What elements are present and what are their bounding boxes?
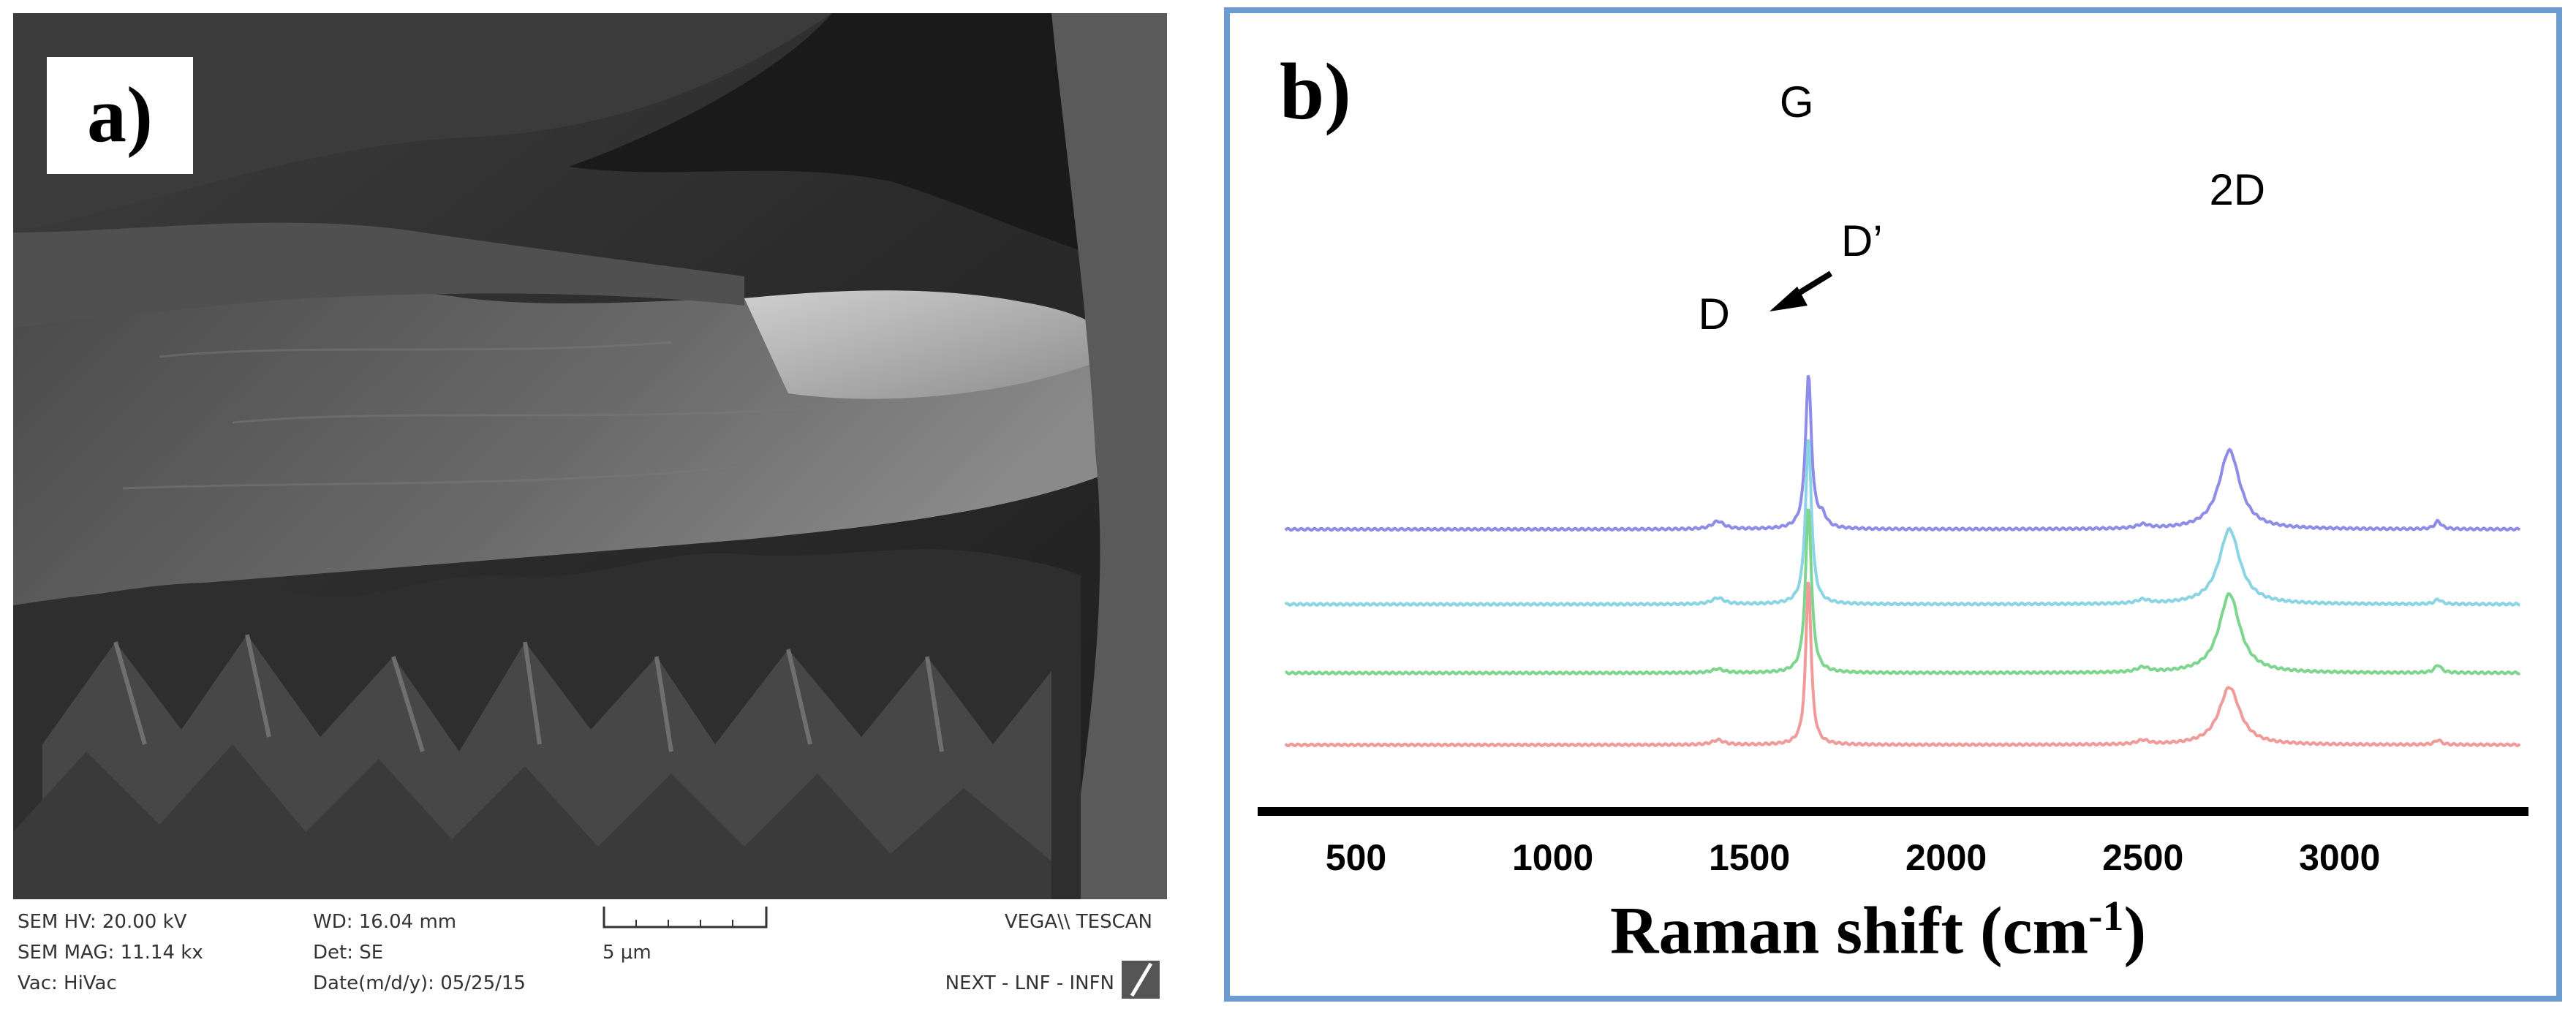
sem-data-bar: SEM HV: 20.00 kV WD: 16.04 mm VEGA\\ TES…	[13, 899, 1167, 999]
sem-scale-text: 5 μm	[603, 942, 651, 964]
sem-lab-text: NEXT - LNF - INFN	[945, 972, 1114, 994]
infn-logo-icon	[1122, 961, 1160, 999]
x-tick-labels: 500 1000 1500 2000 2500 3000	[1326, 837, 2381, 878]
panel-b: 500 1000 1500 2000 2500 3000 G D D’ 2D b) Ram…	[1224, 7, 2562, 1002]
sem-vac-text: Vac: HiVac	[18, 972, 117, 994]
x-tick-label: 2500	[2102, 837, 2183, 878]
x-axis-title: Raman shift (cm-1)	[1610, 876, 2146, 971]
spectrum-line-1	[1284, 375, 2521, 532]
sem-micrograph-image	[13, 13, 1167, 899]
spectrum-line-4	[1284, 581, 2521, 748]
panel-a-label: a)	[47, 57, 193, 174]
x-axis-title-sup: -1	[2088, 892, 2124, 939]
sem-mag-text: SEM MAG: 11.14 kx	[18, 942, 203, 964]
x-tick-label: 500	[1326, 837, 1386, 878]
peak-label-d: D	[1699, 290, 1730, 338]
sem-hv-text: SEM HV: 20.00 kV	[18, 911, 187, 933]
spectrum-line-2	[1284, 439, 2520, 608]
sem-scale-bar	[603, 907, 768, 928]
peak-label-g: G	[1780, 77, 1814, 126]
spectra-group	[1284, 375, 2521, 748]
x-axis-title-text: Raman shift (cm	[1610, 893, 2089, 968]
x-tick-label: 2000	[1905, 837, 1987, 878]
sem-det-text: Det: SE	[313, 942, 384, 964]
panel-a: a) SEM HV: 20.00 kV WD: 16.04 mm VEGA\\ …	[13, 13, 1167, 999]
peak-label-2d: 2D	[2209, 165, 2265, 214]
peak-label-d-prime: D’	[1841, 216, 1883, 265]
spectrum-line-3	[1285, 508, 2521, 676]
raman-chart: 500 1000 1500 2000 2500 3000 G D D’ 2D	[1258, 77, 2528, 878]
sem-date-text: Date(m/d/y): 05/25/15	[313, 972, 526, 994]
sem-brand-text: VEGA\\ TESCAN	[1004, 911, 1152, 933]
sem-wd-text: WD: 16.04 mm	[313, 911, 457, 933]
x-tick-label: 3000	[2299, 837, 2380, 878]
x-tick-label: 1000	[1512, 837, 1593, 878]
x-tick-label: 1500	[1709, 837, 1790, 878]
x-axis-title-close: )	[2123, 893, 2147, 968]
d-prime-arrow	[1769, 271, 1833, 311]
panel-b-label: b)	[1280, 47, 1351, 136]
